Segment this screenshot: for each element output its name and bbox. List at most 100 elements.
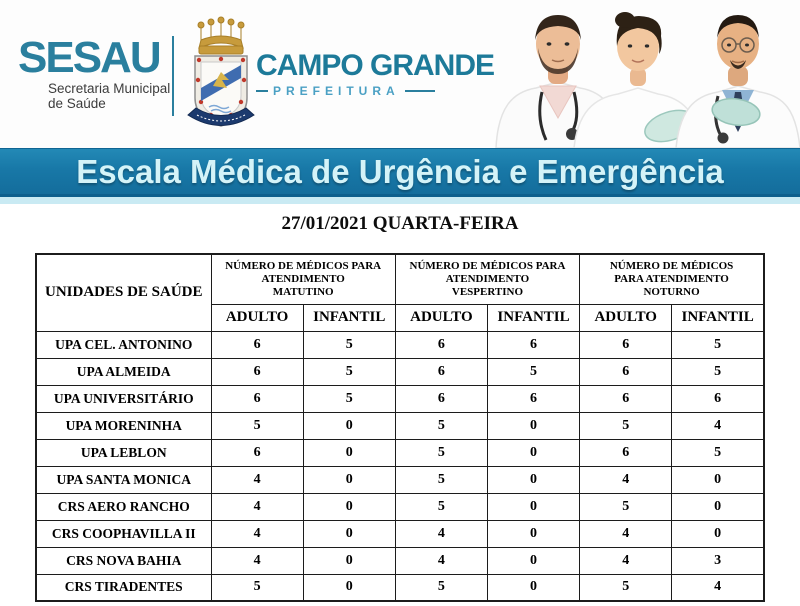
value-cell: 0 bbox=[302, 438, 396, 467]
value-cell: 5 bbox=[210, 573, 304, 602]
value-cell: 0 bbox=[486, 546, 581, 575]
table-row: CRS COOPHAVILLA II 4 0 4 0 4 0 bbox=[35, 519, 765, 548]
group-vespertino-line3: VESPERTINO bbox=[451, 285, 524, 298]
title-banner: Escala Médica de Urgência e Emergência bbox=[0, 148, 800, 197]
group-matutino-line3: MATUTINO bbox=[272, 285, 334, 298]
unit-name-cell: UPA ALMEIDA bbox=[35, 357, 212, 386]
value-cell: 6 bbox=[210, 357, 304, 386]
value-cell: 4 bbox=[579, 519, 673, 548]
value-cell: 4 bbox=[210, 465, 304, 494]
group-noturno-line2: PARA ATENDIMENTO bbox=[614, 272, 729, 285]
value-cell: 6 bbox=[210, 438, 304, 467]
value-cell: 4 bbox=[671, 411, 765, 440]
unit-name-cell: CRS COOPHAVILLA II bbox=[35, 519, 212, 548]
value-cell: 4 bbox=[671, 573, 765, 602]
unit-name-cell: UPA MORENINHA bbox=[35, 411, 212, 440]
value-cell: 5 bbox=[579, 492, 673, 521]
unit-name-cell: CRS AERO RANCHO bbox=[35, 492, 212, 521]
value-cell: 0 bbox=[302, 519, 396, 548]
column-header-matutino-infantil: INFANTIL bbox=[302, 303, 396, 332]
value-cell: 0 bbox=[302, 492, 396, 521]
value-cell: 4 bbox=[579, 465, 673, 494]
value-cell: 0 bbox=[302, 573, 396, 602]
value-cell: 6 bbox=[486, 384, 581, 413]
value-cell: 0 bbox=[302, 546, 396, 575]
value-cell: 6 bbox=[671, 384, 765, 413]
value-cell: 6 bbox=[579, 438, 673, 467]
value-cell: 5 bbox=[394, 492, 488, 521]
value-cell: 6 bbox=[394, 357, 488, 386]
table-row: UPA UNIVERSITÁRIO 6 5 6 6 6 6 bbox=[35, 384, 765, 413]
table-row: UPA ALMEIDA 6 5 6 5 6 5 bbox=[35, 357, 765, 386]
unit-name-cell: UPA CEL. ANTONINO bbox=[35, 330, 212, 359]
campo-grande-logo: CAMPO GRANDE PREFEITURA bbox=[256, 50, 495, 98]
table-row: CRS TIRADENTES 5 0 5 0 5 4 bbox=[35, 573, 765, 602]
value-cell: 4 bbox=[394, 546, 488, 575]
sesau-subtitle-line2: de Saúde bbox=[48, 96, 106, 111]
value-cell: 4 bbox=[579, 546, 673, 575]
value-cell: 0 bbox=[671, 519, 765, 548]
value-cell: 4 bbox=[210, 546, 304, 575]
value-cell: 5 bbox=[579, 411, 673, 440]
value-cell: 0 bbox=[302, 411, 396, 440]
group-matutino-line2: ATENDIMENTO bbox=[261, 272, 345, 285]
city-crest-icon bbox=[183, 10, 259, 136]
column-group-matutino: NÚMERO DE MÉDICOS PARA ATENDIMENTO MATUT… bbox=[210, 253, 396, 305]
value-cell: 6 bbox=[394, 330, 488, 359]
value-cell: 0 bbox=[486, 573, 581, 602]
vertical-divider bbox=[172, 36, 174, 116]
schedule-table: UNIDADES DE SAÚDE NÚMERO DE MÉDICOS PARA… bbox=[35, 253, 765, 602]
group-noturno-line1: NÚMERO DE MÉDICOS bbox=[609, 259, 734, 272]
prefeitura-right-line bbox=[404, 90, 435, 92]
sesau-subtitle-line1: Secretaria Municipal bbox=[48, 81, 171, 96]
value-cell: 5 bbox=[302, 357, 396, 386]
group-vespertino-line2: ATENDIMENTO bbox=[445, 272, 530, 285]
value-cell: 0 bbox=[486, 465, 581, 494]
doctors-photo bbox=[478, 0, 800, 149]
value-cell: 4 bbox=[210, 519, 304, 548]
value-cell: 4 bbox=[394, 519, 488, 548]
prefeitura-left-line bbox=[256, 90, 268, 92]
value-cell: 0 bbox=[486, 492, 581, 521]
column-header-vespertino-adulto: ADULTO bbox=[394, 303, 488, 332]
column-header-noturno-adulto: ADULTO bbox=[579, 303, 673, 332]
unit-name-cell: UPA UNIVERSITÁRIO bbox=[35, 384, 212, 413]
value-cell: 6 bbox=[394, 384, 488, 413]
value-cell: 0 bbox=[486, 411, 581, 440]
table-row: UPA SANTA MONICA 4 0 5 0 4 0 bbox=[35, 465, 765, 494]
banner-stripe bbox=[0, 197, 800, 204]
value-cell: 0 bbox=[671, 465, 765, 494]
value-cell: 5 bbox=[302, 384, 396, 413]
unit-name-cell: UPA LEBLON bbox=[35, 438, 212, 467]
value-cell: 6 bbox=[486, 330, 581, 359]
value-cell: 6 bbox=[579, 357, 673, 386]
page-title: Escala Médica de Urgência e Emergência bbox=[76, 152, 724, 190]
value-cell: 5 bbox=[394, 411, 488, 440]
value-cell: 6 bbox=[210, 330, 304, 359]
value-cell: 0 bbox=[486, 519, 581, 548]
column-group-vespertino: NÚMERO DE MÉDICOS PARA ATENDIMENTO VESPE… bbox=[394, 253, 581, 305]
table-row: CRS NOVA BAHIA 4 0 4 0 4 3 bbox=[35, 546, 765, 575]
column-header-noturno-infantil: INFANTIL bbox=[671, 303, 765, 332]
sesau-subtitle: Secretaria Municipal de Saúde bbox=[48, 81, 170, 111]
value-cell: 5 bbox=[671, 357, 765, 386]
column-header-matutino-adulto: ADULTO bbox=[210, 303, 304, 332]
column-header-units: UNIDADES DE SAÚDE bbox=[35, 253, 212, 332]
value-cell: 5 bbox=[394, 465, 488, 494]
value-cell: 6 bbox=[210, 384, 304, 413]
value-cell: 5 bbox=[302, 330, 396, 359]
prefeitura-label: PREFEITURA bbox=[273, 84, 400, 98]
value-cell: 3 bbox=[671, 546, 765, 575]
value-cell: 0 bbox=[486, 438, 581, 467]
value-cell: 5 bbox=[394, 573, 488, 602]
value-cell: 5 bbox=[394, 438, 488, 467]
table-row: UPA LEBLON 6 0 5 0 6 5 bbox=[35, 438, 765, 467]
value-cell: 5 bbox=[671, 438, 765, 467]
sesau-wordmark: SESAU bbox=[18, 33, 162, 82]
value-cell: 5 bbox=[579, 573, 673, 602]
unit-name-cell: UPA SANTA MONICA bbox=[35, 465, 212, 494]
value-cell: 5 bbox=[671, 330, 765, 359]
sesau-logo: SESAU Secretaria Municipal de Saúde bbox=[18, 33, 170, 112]
value-cell: 0 bbox=[302, 465, 396, 494]
